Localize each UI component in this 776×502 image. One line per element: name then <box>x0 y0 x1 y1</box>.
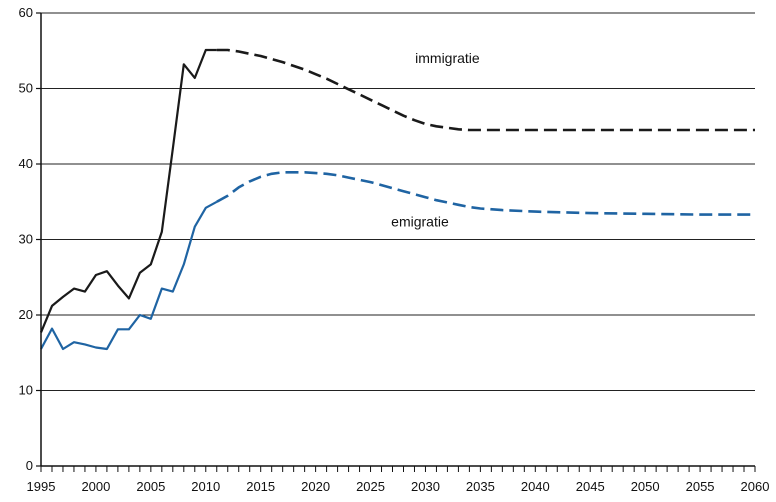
series-label-emigratie: emigratie <box>391 214 449 230</box>
gridlines <box>41 12 755 391</box>
x-tick-label-2055: 2055 <box>686 479 715 494</box>
x-tick-label-2010: 2010 <box>191 479 220 494</box>
x-tick-label-2060: 2060 <box>741 479 770 494</box>
series-line-immigratie-projected <box>216 48 755 132</box>
axes <box>36 12 756 472</box>
x-tick-label-2040: 2040 <box>521 479 550 494</box>
y-tick-label-40: 40 <box>19 156 33 171</box>
x-tick-label-2015: 2015 <box>246 479 275 494</box>
x-tick-label-2030: 2030 <box>411 479 440 494</box>
x-tick-label-2045: 2045 <box>576 479 605 494</box>
x-tick-label-2025: 2025 <box>356 479 385 494</box>
series-line-immigratie-observed <box>39 48 217 333</box>
y-tick-label-30: 30 <box>19 232 33 247</box>
x-tick-label-2005: 2005 <box>136 479 165 494</box>
series-line-emigratie-observed <box>40 200 218 351</box>
y-tick-label-50: 50 <box>19 81 33 96</box>
x-tick-label-2035: 2035 <box>466 479 495 494</box>
x-tick-label-2050: 2050 <box>631 479 660 494</box>
x-tick-label-2000: 2000 <box>81 479 110 494</box>
y-tick-label-0: 0 <box>26 458 33 473</box>
x-tick-label-2020: 2020 <box>301 479 330 494</box>
y-tick-label-10: 10 <box>19 383 33 398</box>
series-label-immigratie: immigratie <box>415 50 480 66</box>
x-tick-label-1995: 1995 <box>27 479 56 494</box>
series-line-emigratie-projected <box>216 171 755 216</box>
series-lines <box>39 48 755 351</box>
y-tick-label-60: 60 <box>19 5 33 20</box>
y-tick-label-20: 20 <box>19 307 33 322</box>
